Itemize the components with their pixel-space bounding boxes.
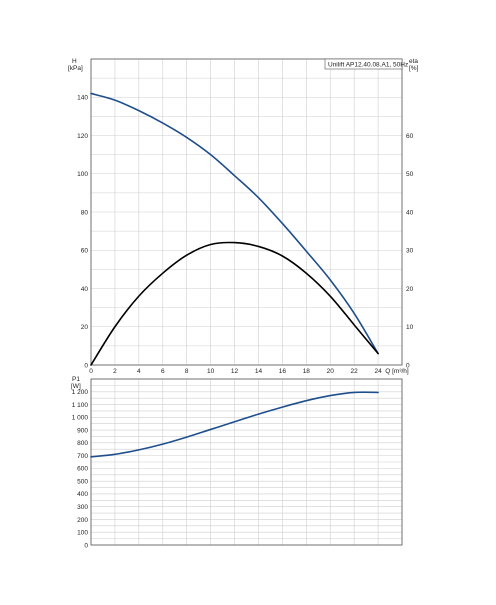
y-left-axis-unit: [kPa] — [68, 65, 83, 72]
p1-tick-label: 600 — [77, 466, 88, 473]
head-curve — [90, 92, 379, 355]
bottom-plot-frame — [90, 378, 403, 546]
legend-label: Unilift AP12.40.08.A1, 50Hz — [328, 61, 408, 68]
p1-tick-label: 1 100 — [72, 402, 89, 409]
y-left-tick-label: 140 — [77, 95, 88, 102]
x-tick-label: 8 — [185, 368, 189, 375]
y-left-tick-label: 20 — [81, 324, 89, 331]
y-left-tick-label: 120 — [77, 133, 88, 140]
y-right-tick-label: 40 — [406, 209, 414, 216]
p1-axis-label: P1 — [72, 376, 80, 383]
y-left-tick-label: 0 — [84, 362, 88, 369]
x-axis-label: Q [m³/h] — [385, 368, 409, 375]
x-tick-label: 14 — [255, 368, 263, 375]
p1-tick-label: 900 — [77, 427, 88, 434]
y-right-tick-label: 10 — [406, 324, 414, 331]
p1-axis-unit: [W] — [71, 383, 81, 390]
p1-tick-label: 500 — [77, 478, 88, 485]
y-right-tick-label: 60 — [406, 133, 414, 140]
y-right-tick-label: 20 — [406, 286, 414, 293]
p1-tick-label: 0 — [84, 542, 88, 549]
x-tick-label: 18 — [303, 368, 311, 375]
x-tick-label: 20 — [327, 368, 335, 375]
efficiency-curve — [90, 241, 379, 366]
p1-tick-label: 100 — [77, 530, 88, 537]
top-plot-frame — [90, 58, 403, 366]
y-right-axis-label: eta — [409, 58, 418, 65]
x-tick-label: 6 — [161, 368, 165, 375]
y-left-tick-label: 100 — [77, 171, 88, 178]
p1-tick-label: 800 — [77, 440, 88, 447]
y-left-tick-label: 60 — [81, 248, 89, 255]
y-right-tick-label: 30 — [406, 248, 414, 255]
y-left-tick-label: 80 — [81, 209, 89, 216]
x-tick-label: 16 — [279, 368, 287, 375]
p1-tick-label: 400 — [77, 491, 88, 498]
x-tick-label: 0 — [89, 368, 93, 375]
x-tick-label: 10 — [207, 368, 215, 375]
y-right-tick-label: 0 — [406, 362, 410, 369]
x-tick-label: 24 — [374, 368, 382, 375]
y-right-tick-label: 50 — [406, 171, 414, 178]
y-left-tick-label: 40 — [81, 286, 89, 293]
y-right-axis-unit: [%] — [409, 65, 419, 72]
x-tick-label: 12 — [231, 368, 239, 375]
x-tick-label: 22 — [351, 368, 359, 375]
p1-tick-label: 1 000 — [72, 415, 89, 422]
p1-tick-label: 300 — [77, 504, 88, 511]
p1-tick-label: 1 200 — [72, 389, 89, 396]
p1-tick-label: 200 — [77, 517, 88, 524]
x-tick-label: 4 — [137, 368, 141, 375]
x-tick-label: 2 — [113, 368, 117, 375]
legend-box — [324, 58, 403, 70]
p1-tick-label: 700 — [77, 453, 88, 460]
power-curve — [90, 391, 379, 458]
y-left-axis-label: H — [72, 58, 77, 65]
